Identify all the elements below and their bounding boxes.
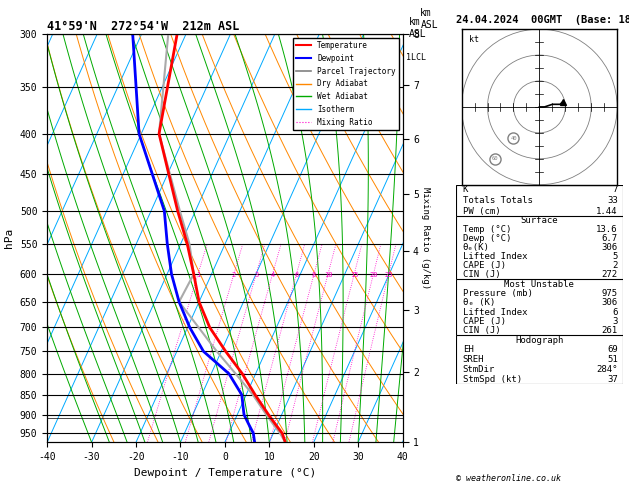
- Y-axis label: Mixing Ratio (g/kg): Mixing Ratio (g/kg): [421, 187, 430, 289]
- Text: 40: 40: [510, 136, 516, 140]
- Text: 284°: 284°: [596, 365, 618, 374]
- Text: 13.6: 13.6: [596, 226, 618, 234]
- Text: 60: 60: [492, 156, 499, 161]
- Text: 20: 20: [369, 272, 377, 278]
- Y-axis label: hPa: hPa: [4, 228, 14, 248]
- Text: Lifted Index: Lifted Index: [463, 252, 527, 261]
- Text: 3: 3: [613, 317, 618, 326]
- Text: 15: 15: [350, 272, 359, 278]
- Text: 975: 975: [601, 289, 618, 298]
- Text: 1LCL: 1LCL: [406, 53, 426, 62]
- Text: StmSpd (kt): StmSpd (kt): [463, 375, 522, 383]
- Text: 10: 10: [324, 272, 332, 278]
- Text: 1: 1: [196, 272, 200, 278]
- Text: 33: 33: [607, 196, 618, 205]
- Text: EH: EH: [463, 346, 474, 354]
- Text: Dewp (°C): Dewp (°C): [463, 234, 511, 243]
- Text: Temp (°C): Temp (°C): [463, 226, 511, 234]
- Text: 5: 5: [613, 252, 618, 261]
- Text: Lifted Index: Lifted Index: [463, 308, 527, 316]
- Text: 7: 7: [613, 186, 618, 194]
- Text: CAPE (J): CAPE (J): [463, 261, 506, 270]
- Text: Most Unstable: Most Unstable: [504, 279, 574, 289]
- Text: Pressure (mb): Pressure (mb): [463, 289, 533, 298]
- Text: 6.7: 6.7: [601, 234, 618, 243]
- Text: kt: kt: [469, 35, 479, 44]
- Text: CIN (J): CIN (J): [463, 326, 500, 335]
- Text: km
ASL: km ASL: [420, 8, 438, 30]
- Legend: Temperature, Dewpoint, Parcel Trajectory, Dry Adiabat, Wet Adiabat, Isotherm, Mi: Temperature, Dewpoint, Parcel Trajectory…: [292, 38, 399, 130]
- Text: 4: 4: [270, 272, 275, 278]
- Text: 37: 37: [607, 375, 618, 383]
- Text: km
ASL: km ASL: [409, 17, 426, 38]
- Text: 1.44: 1.44: [596, 207, 618, 215]
- Text: 6: 6: [613, 308, 618, 316]
- Text: 69: 69: [607, 346, 618, 354]
- Text: Hodograph: Hodograph: [515, 336, 564, 345]
- Text: PW (cm): PW (cm): [463, 207, 500, 215]
- Text: 272: 272: [601, 270, 618, 279]
- Text: θₑ(K): θₑ(K): [463, 243, 489, 252]
- Text: 306: 306: [601, 243, 618, 252]
- Text: SREH: SREH: [463, 355, 484, 364]
- Text: CAPE (J): CAPE (J): [463, 317, 506, 326]
- Text: Surface: Surface: [521, 216, 558, 226]
- Text: θₑ (K): θₑ (K): [463, 298, 495, 307]
- Text: K: K: [463, 186, 468, 194]
- Text: 25: 25: [384, 272, 393, 278]
- Text: 2: 2: [613, 261, 618, 270]
- Text: 6: 6: [294, 272, 299, 278]
- Text: 261: 261: [601, 326, 618, 335]
- Text: 2: 2: [232, 272, 236, 278]
- Text: 8: 8: [312, 272, 316, 278]
- Text: 24.04.2024  00GMT  (Base: 18): 24.04.2024 00GMT (Base: 18): [456, 15, 629, 25]
- Text: Totals Totals: Totals Totals: [463, 196, 533, 205]
- Text: 306: 306: [601, 298, 618, 307]
- Text: © weatheronline.co.uk: © weatheronline.co.uk: [456, 474, 561, 483]
- Text: CIN (J): CIN (J): [463, 270, 500, 279]
- Text: StmDir: StmDir: [463, 365, 495, 374]
- X-axis label: Dewpoint / Temperature (°C): Dewpoint / Temperature (°C): [134, 468, 316, 478]
- Text: 3: 3: [254, 272, 259, 278]
- Text: 51: 51: [607, 355, 618, 364]
- Text: 41°59'N  272°54'W  212m ASL: 41°59'N 272°54'W 212m ASL: [47, 20, 240, 33]
